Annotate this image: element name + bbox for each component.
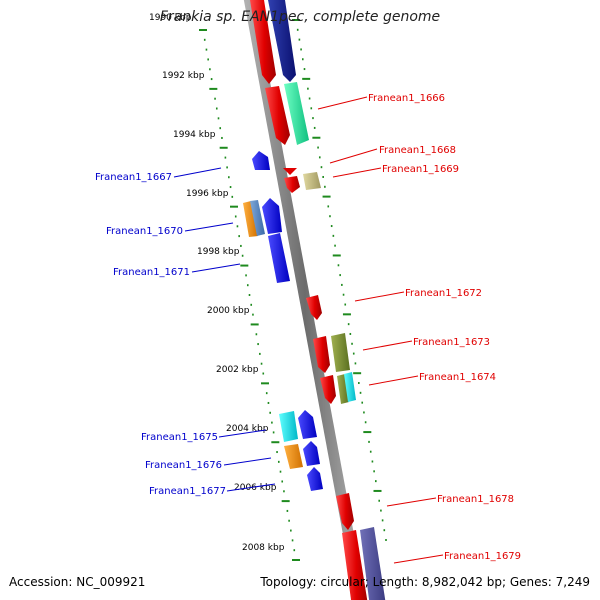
gene-label-franean1-1679[interactable]: Franean1_1679 xyxy=(444,551,521,562)
gene-label-franean1-1676[interactable]: Franean1_1676 xyxy=(145,460,222,471)
gene-label-franean1-1667[interactable]: Franean1_1667 xyxy=(95,172,172,183)
gene-arrow[interactable] xyxy=(284,444,303,469)
gene-features xyxy=(243,0,386,600)
gene-label-franean1-1670[interactable]: Franean1_1670 xyxy=(106,226,183,237)
leader-line xyxy=(223,457,272,466)
leader-line xyxy=(332,167,382,178)
gene-arrow[interactable] xyxy=(306,295,322,320)
ruler-label: 1998 kbp xyxy=(197,247,240,257)
genome-title: Frankia sp. EAN1pec, complete genome xyxy=(159,9,441,25)
gene-arrow[interactable] xyxy=(268,233,290,283)
ruler-label: 1992 kbp xyxy=(162,71,205,81)
gene-arrow[interactable] xyxy=(250,200,265,236)
leader-line xyxy=(226,483,276,492)
gene-arrow[interactable] xyxy=(265,86,290,145)
gene-arrow[interactable] xyxy=(331,333,350,372)
ruler-label: 1994 kbp xyxy=(173,130,216,140)
gene-label-franean1-1666[interactable]: Franean1_1666 xyxy=(368,93,445,104)
genome-summary-text: Topology: circular; Length: 8,982,042 bp… xyxy=(260,575,590,589)
gene-arrow[interactable] xyxy=(283,168,297,175)
gene-label-franean1-1675[interactable]: Franean1_1675 xyxy=(141,432,218,443)
genome-backbone xyxy=(243,0,367,600)
gene-arrow[interactable] xyxy=(252,151,270,170)
gene-arrow[interactable] xyxy=(360,527,386,600)
gene-arrow[interactable] xyxy=(344,372,356,402)
gene-arrow[interactable] xyxy=(262,198,282,234)
gene-arrow[interactable] xyxy=(342,530,368,600)
gene-label-franean1-1671[interactable]: Franean1_1671 xyxy=(113,267,190,278)
gene-label-franean1-1672[interactable]: Franean1_1672 xyxy=(405,288,482,299)
leader-line xyxy=(386,497,437,507)
gene-arrow[interactable] xyxy=(243,201,258,237)
leader-line xyxy=(329,148,378,164)
right-ticks xyxy=(292,19,387,541)
leader-line xyxy=(362,340,413,351)
ruler-label: 2008 kbp xyxy=(242,543,285,553)
ruler-label: 2004 kbp xyxy=(226,424,269,434)
gene-arrow[interactable] xyxy=(336,493,354,530)
leader-line xyxy=(173,167,222,178)
leader-line xyxy=(191,263,241,273)
ruler-label: 1996 kbp xyxy=(186,189,229,199)
accession-text: Accession: NC_009921 xyxy=(9,575,146,589)
gene-arrow[interactable] xyxy=(320,375,336,404)
ruler-label: 2006 kbp xyxy=(234,483,277,493)
gene-arrow[interactable] xyxy=(298,410,317,439)
leader-line xyxy=(184,222,234,232)
leader-line xyxy=(393,554,444,564)
gene-arrow[interactable] xyxy=(279,411,298,442)
gene-label-franean1-1673[interactable]: Franean1_1673 xyxy=(413,337,490,348)
leader-line xyxy=(317,96,368,110)
leader-line xyxy=(354,291,405,302)
gene-label-franean1-1668[interactable]: Franean1_1668 xyxy=(379,145,456,156)
gene-label-franean1-1678[interactable]: Franean1_1678 xyxy=(437,494,514,505)
ruler-label: 1990 kbp xyxy=(149,13,192,23)
gene-arrow[interactable] xyxy=(284,82,309,145)
gene-arrow[interactable] xyxy=(268,0,296,82)
gene-arrow[interactable] xyxy=(307,467,323,491)
gene-arrow[interactable] xyxy=(284,176,300,193)
leader-line xyxy=(368,375,419,386)
gene-label-franean1-1669[interactable]: Franean1_1669 xyxy=(382,164,459,175)
gene-arrow[interactable] xyxy=(313,336,330,373)
gene-arrow[interactable] xyxy=(303,172,321,190)
ruler-label: 2002 kbp xyxy=(216,365,259,375)
gene-arrow[interactable] xyxy=(250,0,276,84)
ruler-label: 2000 kbp xyxy=(207,306,250,316)
ruler-ticks xyxy=(199,29,300,561)
leader-line xyxy=(218,429,267,438)
gene-arrow[interactable] xyxy=(303,441,320,466)
gene-label-franean1-1674[interactable]: Franean1_1674 xyxy=(419,372,496,383)
gene-label-franean1-1677[interactable]: Franean1_1677 xyxy=(149,486,226,497)
